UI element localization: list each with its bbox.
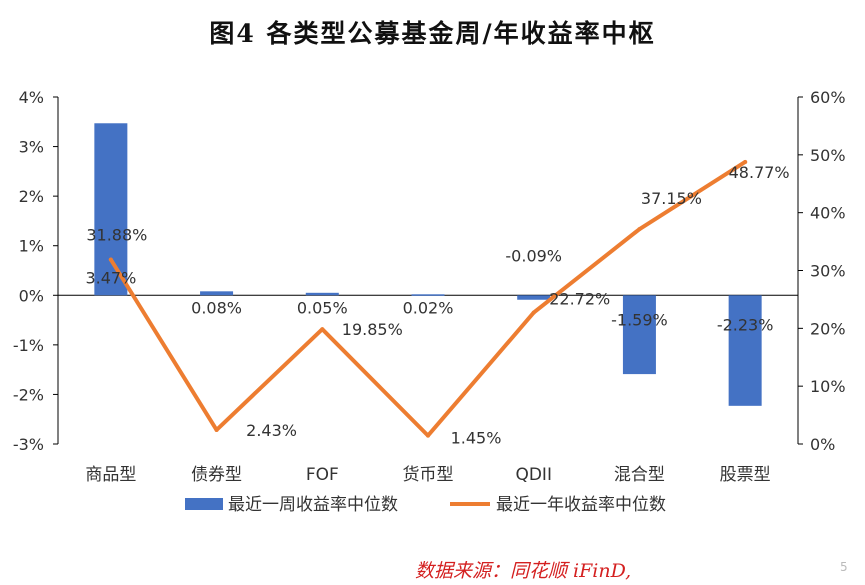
left-tick-label: 3% bbox=[19, 138, 44, 157]
right-tick-label: 0% bbox=[810, 435, 835, 454]
bar-value-label: -2.23% bbox=[717, 315, 774, 334]
right-tick-label: 20% bbox=[810, 319, 846, 338]
line-value-label: 1.45% bbox=[451, 429, 502, 448]
line-point-股票型 bbox=[743, 159, 748, 164]
bar-value-label: 3.47% bbox=[85, 268, 136, 287]
source-fade bbox=[650, 550, 865, 585]
line-value-label: 2.43% bbox=[246, 421, 297, 440]
chart-title: 图4 各类型公募基金周/年收益率中枢 bbox=[209, 19, 656, 48]
data-labels: 3.47% 0.08% 0.05% 0.02% -0.09% -1.59% -2.23% 31… bbox=[85, 163, 789, 448]
bar-债券型 bbox=[200, 291, 234, 296]
line-point-债券型 bbox=[214, 427, 219, 432]
bar-value-label: 0.05% bbox=[297, 298, 348, 317]
bar-混合型 bbox=[622, 295, 656, 375]
right-tick-label: 60% bbox=[810, 88, 846, 107]
bar-QDII bbox=[517, 295, 551, 300]
right-tick-label: 50% bbox=[810, 146, 846, 165]
line-point-混合型 bbox=[637, 227, 642, 232]
category-label: 债券型 bbox=[191, 465, 242, 485]
bar-value-label: -1.59% bbox=[611, 310, 668, 329]
line-value-label: 48.77% bbox=[729, 163, 790, 182]
bar-value-label: -0.09% bbox=[505, 246, 562, 265]
category-label: 混合型 bbox=[614, 465, 665, 485]
bar-value-label: 0.02% bbox=[403, 298, 454, 317]
line-value-label: 31.88% bbox=[86, 226, 147, 245]
line-value-label: 22.72% bbox=[549, 290, 610, 309]
line-point-QDII bbox=[531, 310, 536, 315]
bar-value-label: 0.08% bbox=[191, 298, 242, 317]
category-label: 货币型 bbox=[403, 465, 454, 485]
line-point-商品型 bbox=[108, 257, 113, 262]
category-label: QDII bbox=[515, 465, 552, 485]
right-tick-label: 40% bbox=[810, 204, 846, 223]
legend-line-label: 最近一年收益率中位数 bbox=[496, 495, 666, 515]
corner-mark: 5 bbox=[840, 560, 848, 574]
left-tick-label: -2% bbox=[13, 385, 44, 404]
category-label: 股票型 bbox=[720, 465, 771, 485]
bar-series bbox=[94, 123, 762, 406]
category-label: 商品型 bbox=[85, 465, 136, 485]
bar-股票型 bbox=[728, 295, 762, 406]
right-tick-label: 30% bbox=[810, 262, 846, 281]
line-point-货币型 bbox=[426, 433, 430, 438]
left-tick-label: -1% bbox=[13, 336, 44, 355]
left-tick-label: 4% bbox=[19, 88, 44, 107]
bar-商品型 bbox=[94, 123, 128, 296]
left-tick-label: 1% bbox=[19, 237, 44, 256]
bar-货币型 bbox=[411, 294, 445, 296]
right-tick-label: 10% bbox=[810, 377, 846, 396]
line-value-label: 19.85% bbox=[342, 320, 403, 339]
legend-bar-label: 最近一周收益率中位数 bbox=[228, 495, 398, 515]
axes: -3% -2% -1% 0% 1% 2% 3% 4% 0% 10% 20% 30% 40% 50% 60% 商… bbox=[13, 88, 846, 485]
left-tick-label: -3% bbox=[13, 435, 44, 454]
bar-FOF bbox=[305, 292, 339, 296]
legend: 最近一周收益率中位数 最近一年收益率中位数 bbox=[185, 495, 666, 515]
left-tick-label: 0% bbox=[19, 286, 44, 305]
line-point-FOF bbox=[320, 327, 325, 332]
category-label: FOF bbox=[306, 465, 339, 485]
legend-bar-swatch bbox=[185, 498, 223, 510]
line-value-label: 37.15% bbox=[641, 189, 702, 208]
left-tick-label: 2% bbox=[19, 187, 44, 206]
data-source: 数据来源：同花顺 iFinD, bbox=[415, 560, 632, 582]
line-series bbox=[108, 159, 748, 438]
